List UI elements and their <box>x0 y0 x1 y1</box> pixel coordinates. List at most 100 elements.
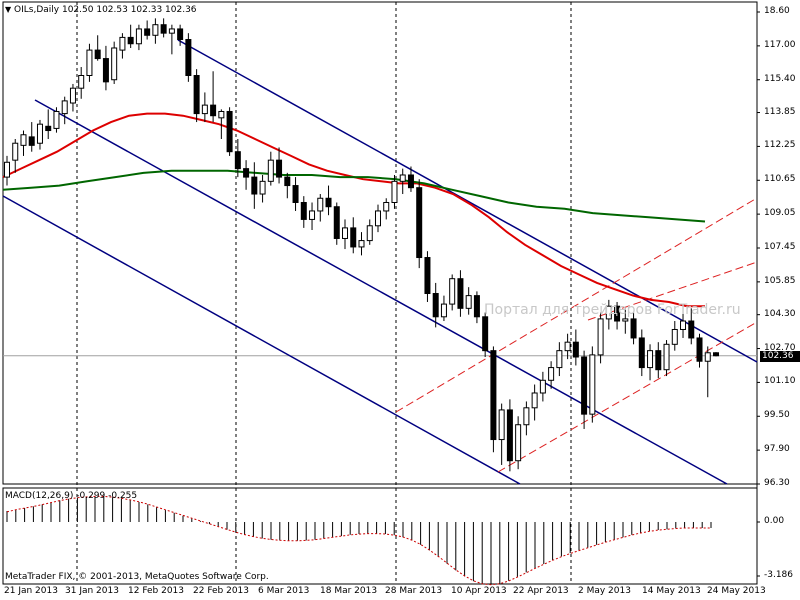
chart-title: ▼ OILs,Daily 102.50 102.53 102.33 102.36 <box>5 5 197 15</box>
time-tick-label: 24 May 2013 <box>707 586 766 596</box>
candle-bear <box>638 337 645 369</box>
candle-bull <box>119 36 126 51</box>
candle-bull <box>36 123 43 144</box>
price-tick-label: 109.05 <box>764 208 796 219</box>
candle-bull <box>498 409 505 441</box>
candle-bear <box>177 28 184 41</box>
candle-bear <box>416 187 423 259</box>
candle-bull <box>53 110 60 129</box>
candle-bear <box>300 201 307 220</box>
candle-bull <box>86 49 93 76</box>
candle-bear <box>45 125 52 132</box>
candle-bear <box>432 293 439 318</box>
macd-tick-label: -3.186 <box>764 570 794 580</box>
candle-bull <box>69 87 76 104</box>
candle-bull <box>589 354 596 415</box>
price-tick-label: 97.90 <box>764 444 790 455</box>
price-tick-label: 110.65 <box>764 174 796 185</box>
macd-values: -0.299 -0.255 <box>76 491 138 501</box>
macd-panel-frame <box>2 487 758 585</box>
candle-bull <box>515 424 522 462</box>
expand-triangle-icon: ▼ <box>5 5 12 14</box>
price-tick-label: 18.60 <box>764 6 790 16</box>
time-tick-label: 22 Apr 2013 <box>513 586 569 596</box>
watermark-text: Портал для трейдеров ForTrader.ru <box>484 302 741 318</box>
candle-bull <box>358 240 365 248</box>
candle-bear <box>127 36 134 45</box>
candle-bear <box>243 168 250 178</box>
candle-bull <box>671 328 678 345</box>
candle-bull <box>4 161 10 178</box>
candle-bear <box>490 350 497 441</box>
candle-bear <box>210 104 217 117</box>
channel-upper-line <box>177 39 758 363</box>
candle-bull <box>539 379 546 394</box>
candle-bull <box>201 104 208 115</box>
price-tick-label: 105.85 <box>764 275 796 286</box>
candle-bear <box>284 176 291 187</box>
candle-bear <box>28 136 35 146</box>
macd-title: MACD(12,26,9) -0.299 -0.255 <box>5 491 137 501</box>
candle-bull <box>259 180 266 195</box>
time-tick-label: 28 Mar 2013 <box>385 586 443 596</box>
candle-bull <box>523 407 530 426</box>
candle-bear <box>572 341 579 358</box>
candle-bull <box>135 28 142 45</box>
price-tick-label: 102.70 <box>764 342 796 353</box>
candle-bear <box>473 295 480 318</box>
candle-bear <box>234 151 241 170</box>
candle-bear <box>581 356 588 415</box>
candle-bear <box>226 110 233 153</box>
candle-bear <box>696 337 703 362</box>
candle-bear <box>482 316 489 352</box>
price-tick-label: 112.25 <box>764 140 796 151</box>
upchannel-line-0 <box>395 197 758 413</box>
time-tick-label: 21 Jan 2013 <box>4 586 58 596</box>
candle-bull <box>317 197 324 212</box>
candle-bull <box>20 134 27 146</box>
candle-bull <box>399 174 406 182</box>
candle-bull <box>440 303 447 318</box>
symbol-label: OILs,Daily <box>14 5 60 15</box>
candle-bull <box>564 341 571 352</box>
current-price-tag: 102.36 <box>760 351 800 362</box>
ohlc-values: 102.50 102.53 102.33 102.36 <box>61 5 197 15</box>
candle-bull <box>383 201 390 212</box>
candle-bull <box>465 295 472 309</box>
moving-average-green <box>2 169 706 223</box>
candle-bear <box>713 352 719 357</box>
time-tick-label: 12 Feb 2013 <box>128 586 185 596</box>
candle-bull <box>111 47 118 81</box>
candle-bull <box>168 28 175 34</box>
candle-bear <box>292 185 299 203</box>
candle-bull <box>622 318 629 322</box>
price-tick-label: 117.00 <box>764 39 796 50</box>
candle-bull <box>597 318 604 356</box>
time-tick-label: 14 May 2013 <box>642 586 701 596</box>
candle-bear <box>144 28 151 36</box>
candle-bull <box>391 180 398 203</box>
time-tick-label: 22 Feb 2013 <box>193 586 250 596</box>
macd-label: MACD(12,26,9) <box>5 491 74 501</box>
candle-bear <box>506 409 513 462</box>
candle-bull <box>531 392 538 409</box>
channel-middle-line <box>34 99 728 485</box>
candle-bull <box>605 305 612 320</box>
candle-bear <box>407 174 414 189</box>
candle-bear <box>276 159 283 178</box>
candle-bull <box>704 352 711 362</box>
time-tick-label: 18 Mar 2013 <box>320 586 378 596</box>
candle-bull <box>152 24 159 36</box>
candle-bull <box>680 320 687 330</box>
price-tick-label: 101.10 <box>764 376 796 387</box>
copyright-footer: MetaTrader FIX, © 2001-2013, MetaQuotes … <box>5 572 269 582</box>
time-tick-label: 10 Apr 2013 <box>451 586 507 596</box>
candle-bear <box>614 305 621 322</box>
time-tick-label: 6 Mar 2013 <box>258 586 310 596</box>
candle-bull <box>449 278 456 305</box>
candle-bull <box>309 210 316 220</box>
candle-bull <box>218 110 225 119</box>
time-tick-label: 2 May 2013 <box>578 586 631 596</box>
candle-bull <box>342 227 349 239</box>
